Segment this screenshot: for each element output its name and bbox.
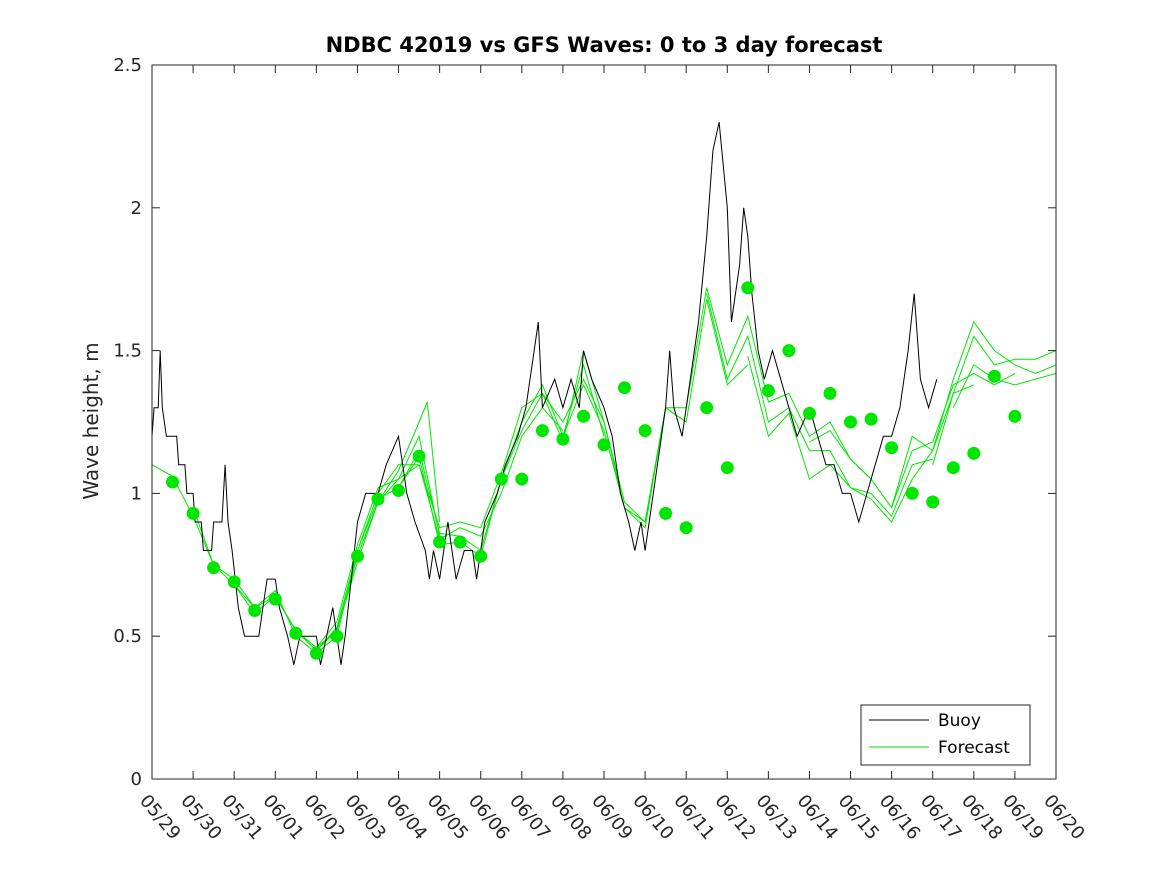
forecast-marker: [823, 386, 837, 400]
forecast-line: [891, 320, 1057, 508]
forecast-marker: [494, 472, 508, 486]
forecast-marker: [885, 441, 899, 455]
forecast-marker: [535, 424, 549, 438]
forecast-markers: [166, 281, 1022, 660]
forecast-marker: [946, 461, 960, 475]
forecast-marker: [720, 461, 734, 475]
forecast-marker: [659, 506, 673, 520]
forecast-marker: [433, 535, 447, 549]
forecast-line: [562, 299, 749, 529]
forecast-marker: [515, 472, 529, 486]
forecast-marker: [967, 446, 981, 460]
forecast-marker: [371, 492, 385, 506]
forecast-marker: [268, 592, 282, 606]
forecast-marker: [844, 415, 857, 429]
forecast-marker: [679, 521, 693, 535]
forecast-marker: [330, 629, 344, 643]
y-axis-ticks: 0 0.5 1 1.5 2 2.5: [113, 55, 1056, 790]
forecast-marker: [556, 432, 570, 446]
forecast-marker: [392, 484, 405, 497]
forecast-marker: [597, 438, 611, 452]
buoy-line: [151, 121, 938, 665]
forecast-marker: [453, 535, 467, 549]
y-tick-label: 0.5: [113, 626, 142, 647]
forecast-marker: [186, 506, 200, 520]
forecast-marker: [782, 344, 796, 358]
forecast-marker: [618, 381, 631, 395]
forecast-marker: [761, 384, 775, 398]
y-tick-label: 0: [131, 769, 142, 790]
forecast-marker: [577, 409, 590, 423]
forecast-marker: [1008, 409, 1022, 423]
legend-buoy-label: Buoy: [938, 711, 981, 731]
y-tick-label: 1: [131, 483, 142, 504]
forecast-line: [952, 364, 1057, 408]
legend-box: [860, 704, 1031, 766]
forecast-marker: [309, 646, 323, 660]
legend: Buoy Forecast: [860, 704, 1031, 766]
forecast-marker: [926, 495, 940, 509]
legend-forecast-label: Forecast: [938, 738, 1010, 758]
y-tick-label: 1.5: [113, 341, 142, 362]
forecast-marker: [289, 626, 303, 640]
forecast-marker: [166, 475, 179, 489]
forecast-marker: [700, 401, 714, 415]
forecast-line: [809, 372, 1016, 509]
forecast-line: [706, 293, 933, 518]
forecast-line: [747, 356, 974, 523]
forecast-line: [932, 335, 1057, 465]
forecast-marker: [227, 575, 241, 589]
forecast-marker: [987, 369, 1001, 383]
forecast-marker: [351, 549, 364, 563]
forecast-marker: [864, 412, 878, 426]
chart-title: NDBC 42019 vs GFS Waves: 0 to 3 day fore…: [326, 33, 883, 57]
forecast-marker: [905, 486, 919, 500]
y-axis-label: Wave height, m: [79, 342, 103, 499]
forecast-line: [316, 378, 646, 648]
forecast-marker: [803, 406, 816, 420]
forecast-marker: [207, 561, 221, 575]
forecast-line: [644, 287, 872, 523]
forecast-marker: [741, 281, 755, 295]
forecast-marker: [474, 549, 488, 563]
buoy-series: [151, 121, 938, 665]
forecast-line: [274, 401, 441, 649]
forecast-marker: [412, 449, 426, 463]
forecast-marker: [248, 604, 262, 617]
y-tick-label: 2: [131, 198, 142, 219]
forecast-marker: [638, 424, 652, 438]
y-tick-label: 2.5: [113, 55, 142, 76]
